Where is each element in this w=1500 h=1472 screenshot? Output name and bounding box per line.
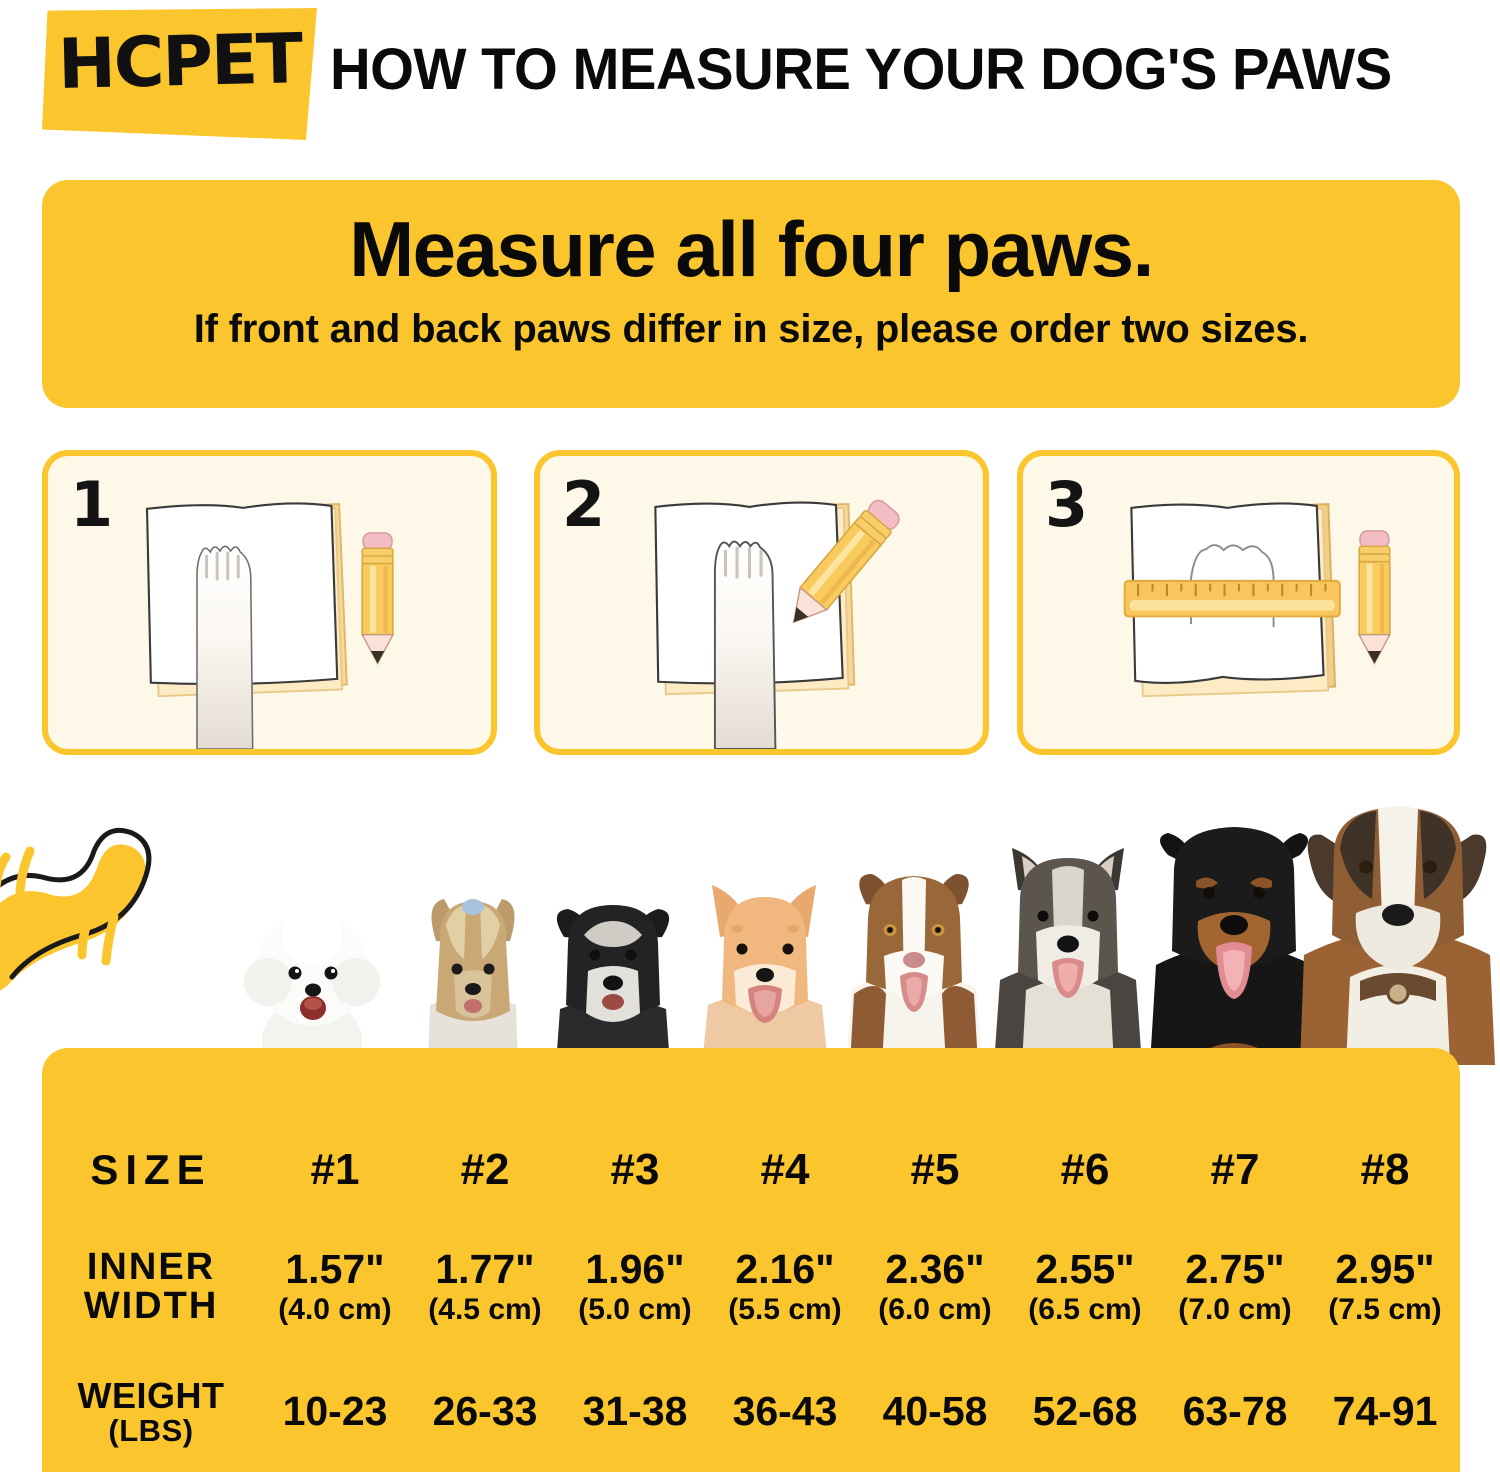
table-cell-width-8: 2.95" (7.5 cm)	[1310, 1248, 1460, 1326]
table-cell-weight-4: 36-43	[732, 1388, 838, 1435]
dog-border-collie	[846, 874, 982, 1065]
width-cm-3: (5.0 cm)	[578, 1293, 692, 1327]
dog-rottweiler	[1150, 827, 1318, 1065]
width-cm-4: (5.5 cm)	[728, 1293, 842, 1327]
table-row-weight: WEIGHT (LBS) 10-23 26-33 31-38 36-43 40-…	[42, 1370, 1460, 1454]
table-cell-size-7: #7	[1210, 1144, 1260, 1194]
table-cell-width-6: 2.55" (6.5 cm)	[1010, 1248, 1160, 1326]
size-cells: #1 #2 #3 #4 #5 #6 #7 #8	[260, 1144, 1460, 1194]
table-cell-size-8: #8	[1360, 1144, 1410, 1194]
banner-headline: Measure all four paws.	[349, 205, 1154, 293]
table-cell-width-1: 1.57" (4.0 cm)	[260, 1248, 410, 1326]
table-row-inner-width: INNER WIDTH 1.57" (4.0 cm) 1.77" (4.5 cm…	[42, 1238, 1460, 1336]
table-cell-weight-8: 74-91	[1332, 1388, 1438, 1435]
dog-saint-bernard	[1300, 806, 1495, 1065]
row-label-weight-line1: WEIGHT	[77, 1374, 225, 1416]
table-cell-weight-1: 10-23	[282, 1388, 388, 1435]
brand-logo-plate	[42, 8, 317, 140]
row-label-inner-width-line1: INNER	[86, 1246, 216, 1289]
dog-shiba-inu	[702, 885, 828, 1065]
table-cell-size-5: #5	[910, 1144, 960, 1194]
brand-logo-text: HCPET	[57, 19, 303, 106]
page-title: HOW TO MEASURE YOUR DOG'S PAWS	[330, 37, 1392, 102]
step-number-3: 3	[1045, 468, 1089, 541]
table-cell-weight-5: 40-58	[882, 1388, 988, 1435]
width-cm-5: (6.0 cm)	[878, 1293, 992, 1327]
table-cell-weight-2: 26-33	[432, 1388, 538, 1435]
width-cm-6: (6.5 cm)	[1028, 1293, 1142, 1327]
table-row-size: SIZE #1 #2 #3 #4 #5 #6 #7 #8	[42, 1140, 1460, 1200]
width-in-7: 2.75"	[1185, 1246, 1285, 1293]
tracing-paw-icon	[654, 499, 900, 749]
table-cell-size-6: #6	[1060, 1144, 1110, 1194]
width-in-1: 1.57"	[285, 1246, 385, 1293]
table-cell-width-7: 2.75" (7.0 cm)	[1160, 1248, 1310, 1326]
width-in-4: 2.16"	[735, 1246, 835, 1293]
dog-schnauzer	[556, 905, 670, 1065]
table-cell-width-4: 2.16" (5.5 cm)	[710, 1248, 860, 1326]
ruler-measure-icon	[1123, 502, 1392, 698]
instruction-banner: Measure all four paws. If front and back…	[42, 180, 1460, 408]
dog-breed-row	[0, 780, 1500, 1065]
width-in-5: 2.36"	[885, 1246, 985, 1293]
table-cell-weight-3: 31-38	[582, 1388, 688, 1435]
width-cm-8: (7.5 cm)	[1328, 1293, 1442, 1327]
table-cell-size-2: #2	[460, 1144, 510, 1194]
step-number-2: 2	[562, 468, 606, 541]
row-label-weight: WEIGHT (LBS)	[42, 1374, 260, 1448]
dog-yorkshire-terrier	[428, 899, 518, 1065]
width-in-2: 1.77"	[435, 1246, 535, 1293]
paw-on-paper-icon	[145, 502, 395, 749]
page-header: HCPET HOW TO MEASURE YOUR DOG'S PAWS	[0, 0, 1500, 160]
width-cm-7: (7.0 cm)	[1178, 1293, 1292, 1327]
table-cell-size-4: #4	[760, 1144, 810, 1194]
table-cell-width-5: 2.36" (6.0 cm)	[860, 1248, 1010, 1326]
step-number-1: 1	[70, 468, 114, 541]
table-cell-weight-6: 52-68	[1032, 1388, 1138, 1435]
dog-alaskan-malamute	[994, 848, 1142, 1065]
width-cm-2: (4.5 cm)	[428, 1293, 542, 1327]
table-cell-size-1: #1	[310, 1144, 360, 1194]
width-in-6: 2.55"	[1035, 1246, 1135, 1293]
inner-width-cells: 1.57" (4.0 cm) 1.77" (4.5 cm) 1.96" (5.0…	[260, 1248, 1460, 1326]
dog-bichon-frise	[244, 906, 380, 1065]
table-cell-weight-7: 63-78	[1182, 1388, 1288, 1435]
step-panel-1: 1	[42, 450, 497, 755]
step-panel-2: 2	[534, 450, 989, 755]
row-label-size: SIZE	[90, 1145, 212, 1193]
table-cell-width-2: 1.77" (4.5 cm)	[410, 1248, 560, 1326]
table-cell-size-3: #3	[610, 1144, 660, 1194]
weight-cells: 10-23 26-33 31-38 36-43 40-58 52-68 63-7…	[260, 1390, 1460, 1433]
step-panel-3: 3	[1017, 450, 1460, 755]
wagging-tail-icon	[0, 827, 152, 991]
size-chart-table: SIZE #1 #2 #3 #4 #5 #6 #7 #8 INNER WIDTH…	[42, 1048, 1460, 1472]
width-in-3: 1.96"	[585, 1246, 685, 1293]
row-label-inner-width: INNER WIDTH	[42, 1248, 260, 1326]
steps-row: 1	[42, 450, 1460, 760]
row-label-weight-line2: (LBS)	[108, 1412, 194, 1448]
row-label-inner-width-line2: WIDTH	[83, 1285, 219, 1327]
banner-subline: If front and back paws differ in size, p…	[193, 307, 1309, 351]
table-cell-width-3: 1.96" (5.0 cm)	[560, 1248, 710, 1326]
width-cm-1: (4.0 cm)	[278, 1293, 392, 1327]
width-in-8: 2.95"	[1335, 1246, 1435, 1293]
